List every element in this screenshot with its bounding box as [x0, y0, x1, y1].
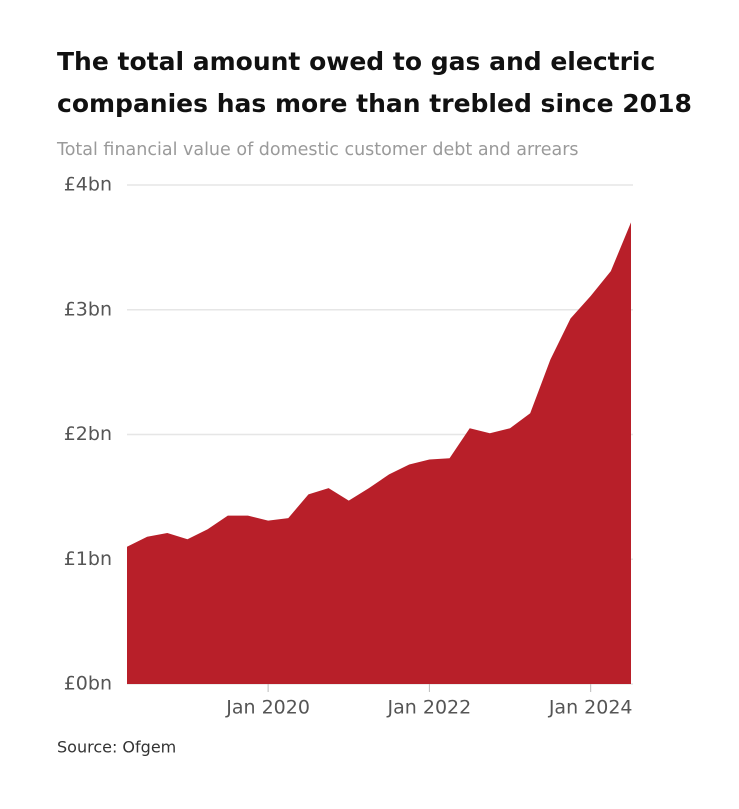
y-tick-label: £2bn — [64, 423, 112, 445]
y-tick-label: £3bn — [64, 298, 112, 320]
y-tick-label: £1bn — [64, 548, 112, 570]
source: Source: Ofgem — [57, 738, 176, 757]
y-tick-label: £4bn — [64, 174, 112, 196]
area — [127, 222, 631, 685]
chart-subtitle: Total financial value of domestic custom… — [56, 140, 579, 160]
chart-title: companies has more than trebled since 20… — [57, 89, 692, 118]
x-tick-label: Jan 2024 — [548, 697, 633, 719]
chart-title: The total amount owed to gas and electri… — [57, 47, 655, 76]
x-tick-label: Jan 2022 — [387, 697, 472, 719]
x-tick-label: Jan 2020 — [225, 697, 310, 719]
y-tick-label: £0bn — [64, 673, 112, 695]
